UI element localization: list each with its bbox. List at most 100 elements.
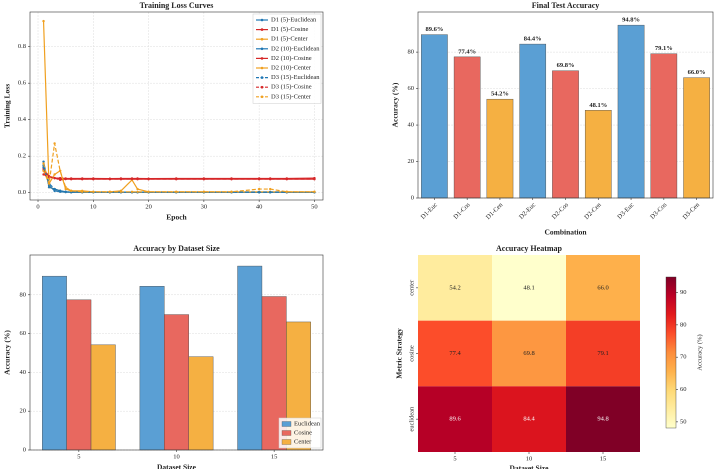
legend-label: D3 (15)-Euclidean (271, 74, 320, 81)
x-tick-label: 20 (145, 203, 152, 210)
cell-label: 54.2 (449, 284, 460, 291)
loss-point (42, 162, 45, 165)
loss-point (53, 142, 56, 145)
bar-value-label: 77.4% (458, 48, 476, 55)
y-tick-label: cosine (408, 345, 415, 362)
loss-line (42, 169, 315, 193)
loss-point (69, 189, 73, 193)
loss-point (175, 177, 178, 181)
bar (421, 34, 448, 199)
x-tick-label: D3-Euc (616, 201, 635, 220)
legend-label: Cosine (294, 429, 312, 436)
loss-line (42, 143, 315, 193)
cell-label: 48.1 (523, 284, 534, 291)
loss-point (257, 177, 261, 181)
legend-label: Euclidean (294, 420, 321, 427)
y-tick-label: 40 (408, 122, 415, 129)
legend-marker (260, 37, 264, 41)
loss-point (285, 190, 288, 193)
colorbar-tick-label: 60 (680, 386, 687, 393)
y-tick-label: 0 (23, 446, 26, 453)
bar (188, 356, 214, 451)
y-tick-label: 80 (20, 291, 27, 298)
colorbar (665, 276, 677, 429)
legend-marker (260, 28, 264, 31)
loss-point (42, 19, 45, 23)
legend-label: D2 (10)-Euclidean (271, 45, 320, 52)
loss-point (47, 182, 51, 185)
bar-value-label: 89.6% (425, 26, 443, 33)
legend-marker (260, 47, 264, 51)
y-tick-label: 0.8 (18, 43, 26, 50)
x-tick-label: D2-Cos (551, 201, 571, 221)
x-tick-label: 40 (256, 203, 263, 210)
chart-title: Final Test Accuracy (532, 1, 600, 10)
loss-point (81, 177, 84, 181)
legend-marker (260, 18, 264, 22)
loss-point (230, 177, 233, 181)
loss-point (64, 186, 67, 189)
y-tick-label: 40 (20, 369, 27, 376)
loss-point (47, 186, 51, 189)
heatmap-cell (566, 386, 640, 452)
loss-point (136, 177, 139, 181)
y-tick-label: center (408, 279, 415, 296)
axes-frame (29, 11, 324, 201)
loss-point (69, 177, 73, 181)
loss-point (53, 187, 56, 191)
loss-point (257, 190, 261, 194)
cell-label: 84.4 (523, 416, 535, 423)
loss-point (269, 177, 272, 181)
legend-label: D3 (15)-Center (271, 93, 312, 100)
bar (552, 70, 579, 199)
legend-swatch (281, 430, 292, 436)
y-tick-label: 0 (411, 194, 414, 201)
loss-point (285, 177, 288, 181)
x-tick-label: 15 (271, 453, 278, 460)
loss-point (53, 189, 56, 193)
x-tick-label: 10 (526, 455, 533, 462)
axes-frame (29, 254, 324, 451)
y-tick-label: 60 (20, 330, 27, 337)
heatmap-cell (418, 255, 492, 321)
loss-point (42, 160, 45, 163)
loss-point (92, 190, 95, 193)
cell-label: 77.4 (449, 350, 461, 357)
bar (453, 56, 481, 199)
loss-point (108, 177, 112, 181)
loss-point (313, 177, 316, 181)
axes-frame (417, 11, 714, 199)
bar (164, 314, 189, 451)
x-tick-label: D1-Cos (452, 201, 472, 221)
x-tick-label: D2-Cen (583, 201, 603, 221)
cell-label: 79.1 (597, 350, 608, 357)
loss-point (58, 169, 62, 172)
loss-point (81, 190, 84, 193)
loss-point (269, 187, 272, 191)
bar (683, 77, 710, 199)
x-tick-label: 15 (600, 455, 607, 462)
legend-label: D2 (10)-Center (271, 64, 312, 71)
x-tick-label: 50 (311, 203, 318, 210)
loss-point (147, 177, 150, 181)
loss-point (202, 190, 206, 193)
legend-swatch (281, 439, 292, 445)
loss-point (42, 173, 45, 176)
bar-value-label: 54.2% (491, 91, 509, 98)
loss-point (269, 190, 272, 194)
x-axis-label: Combination (544, 228, 587, 237)
heatmap-cell (418, 320, 492, 387)
bar-value-label: 94.8% (622, 17, 640, 24)
x-tick-label: D1-Cen (485, 201, 505, 221)
x-tick-label: 10 (90, 203, 97, 210)
x-axis-label: Epoch (166, 213, 187, 222)
y-tick-label: euclidean (408, 406, 415, 432)
y-tick-label: 80 (408, 49, 415, 56)
heatmap-cell (492, 386, 566, 452)
loss-point (64, 190, 67, 193)
loss-point (119, 177, 123, 181)
loss-point (130, 190, 134, 193)
bar (66, 299, 92, 451)
y-tick-label: 0.0 (18, 189, 26, 196)
colorbar-tick-label: 70 (680, 354, 687, 361)
